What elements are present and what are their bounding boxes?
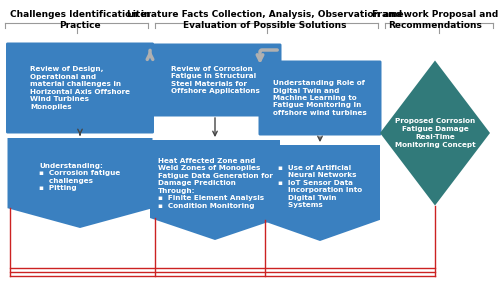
Text: Framework Proposal and
Recommendations: Framework Proposal and Recommendations [372, 10, 498, 30]
Text: Heat Affected Zone and
Weld Zones of Monopiles
Fatigue Data Generation for
Damag: Heat Affected Zone and Weld Zones of Mon… [158, 158, 272, 209]
FancyBboxPatch shape [6, 43, 154, 134]
Text: Review of Design,
Operational and
material challenges in
Horizontal Axis Offshor: Review of Design, Operational and materi… [30, 66, 130, 110]
Text: Literature Facts Collection, Analysis, Observation and
Evaluation of Possible So: Literature Facts Collection, Analysis, O… [128, 10, 402, 30]
Text: Review of Corrosion
Fatigue in Structural
Steel Materials for
Offshore Applicati: Review of Corrosion Fatigue in Structura… [170, 66, 260, 94]
Text: Proposed Corrosion
Fatigue Damage
Real-Time
Monitoring Concept: Proposed Corrosion Fatigue Damage Real-T… [394, 118, 475, 148]
Polygon shape [260, 145, 380, 241]
Polygon shape [8, 138, 152, 228]
Text: Challenges Identification in
Practice: Challenges Identification in Practice [10, 10, 150, 30]
Polygon shape [150, 140, 280, 240]
Text: Understanding:
▪  Corrosion fatigue
    challenges
▪  Pitting: Understanding: ▪ Corrosion fatigue chall… [40, 163, 120, 191]
Text: ▪  Use of Artificial
    Neural Networks
▪  IoT Sensor Data
    Incorporation In: ▪ Use of Artificial Neural Networks ▪ Io… [278, 165, 362, 209]
Polygon shape [380, 60, 490, 206]
FancyBboxPatch shape [258, 60, 382, 135]
Text: Understanding Role of
Digital Twin and
Machine Learning to
Fatigue Monitoring In: Understanding Role of Digital Twin and M… [273, 80, 367, 116]
FancyBboxPatch shape [148, 43, 282, 117]
